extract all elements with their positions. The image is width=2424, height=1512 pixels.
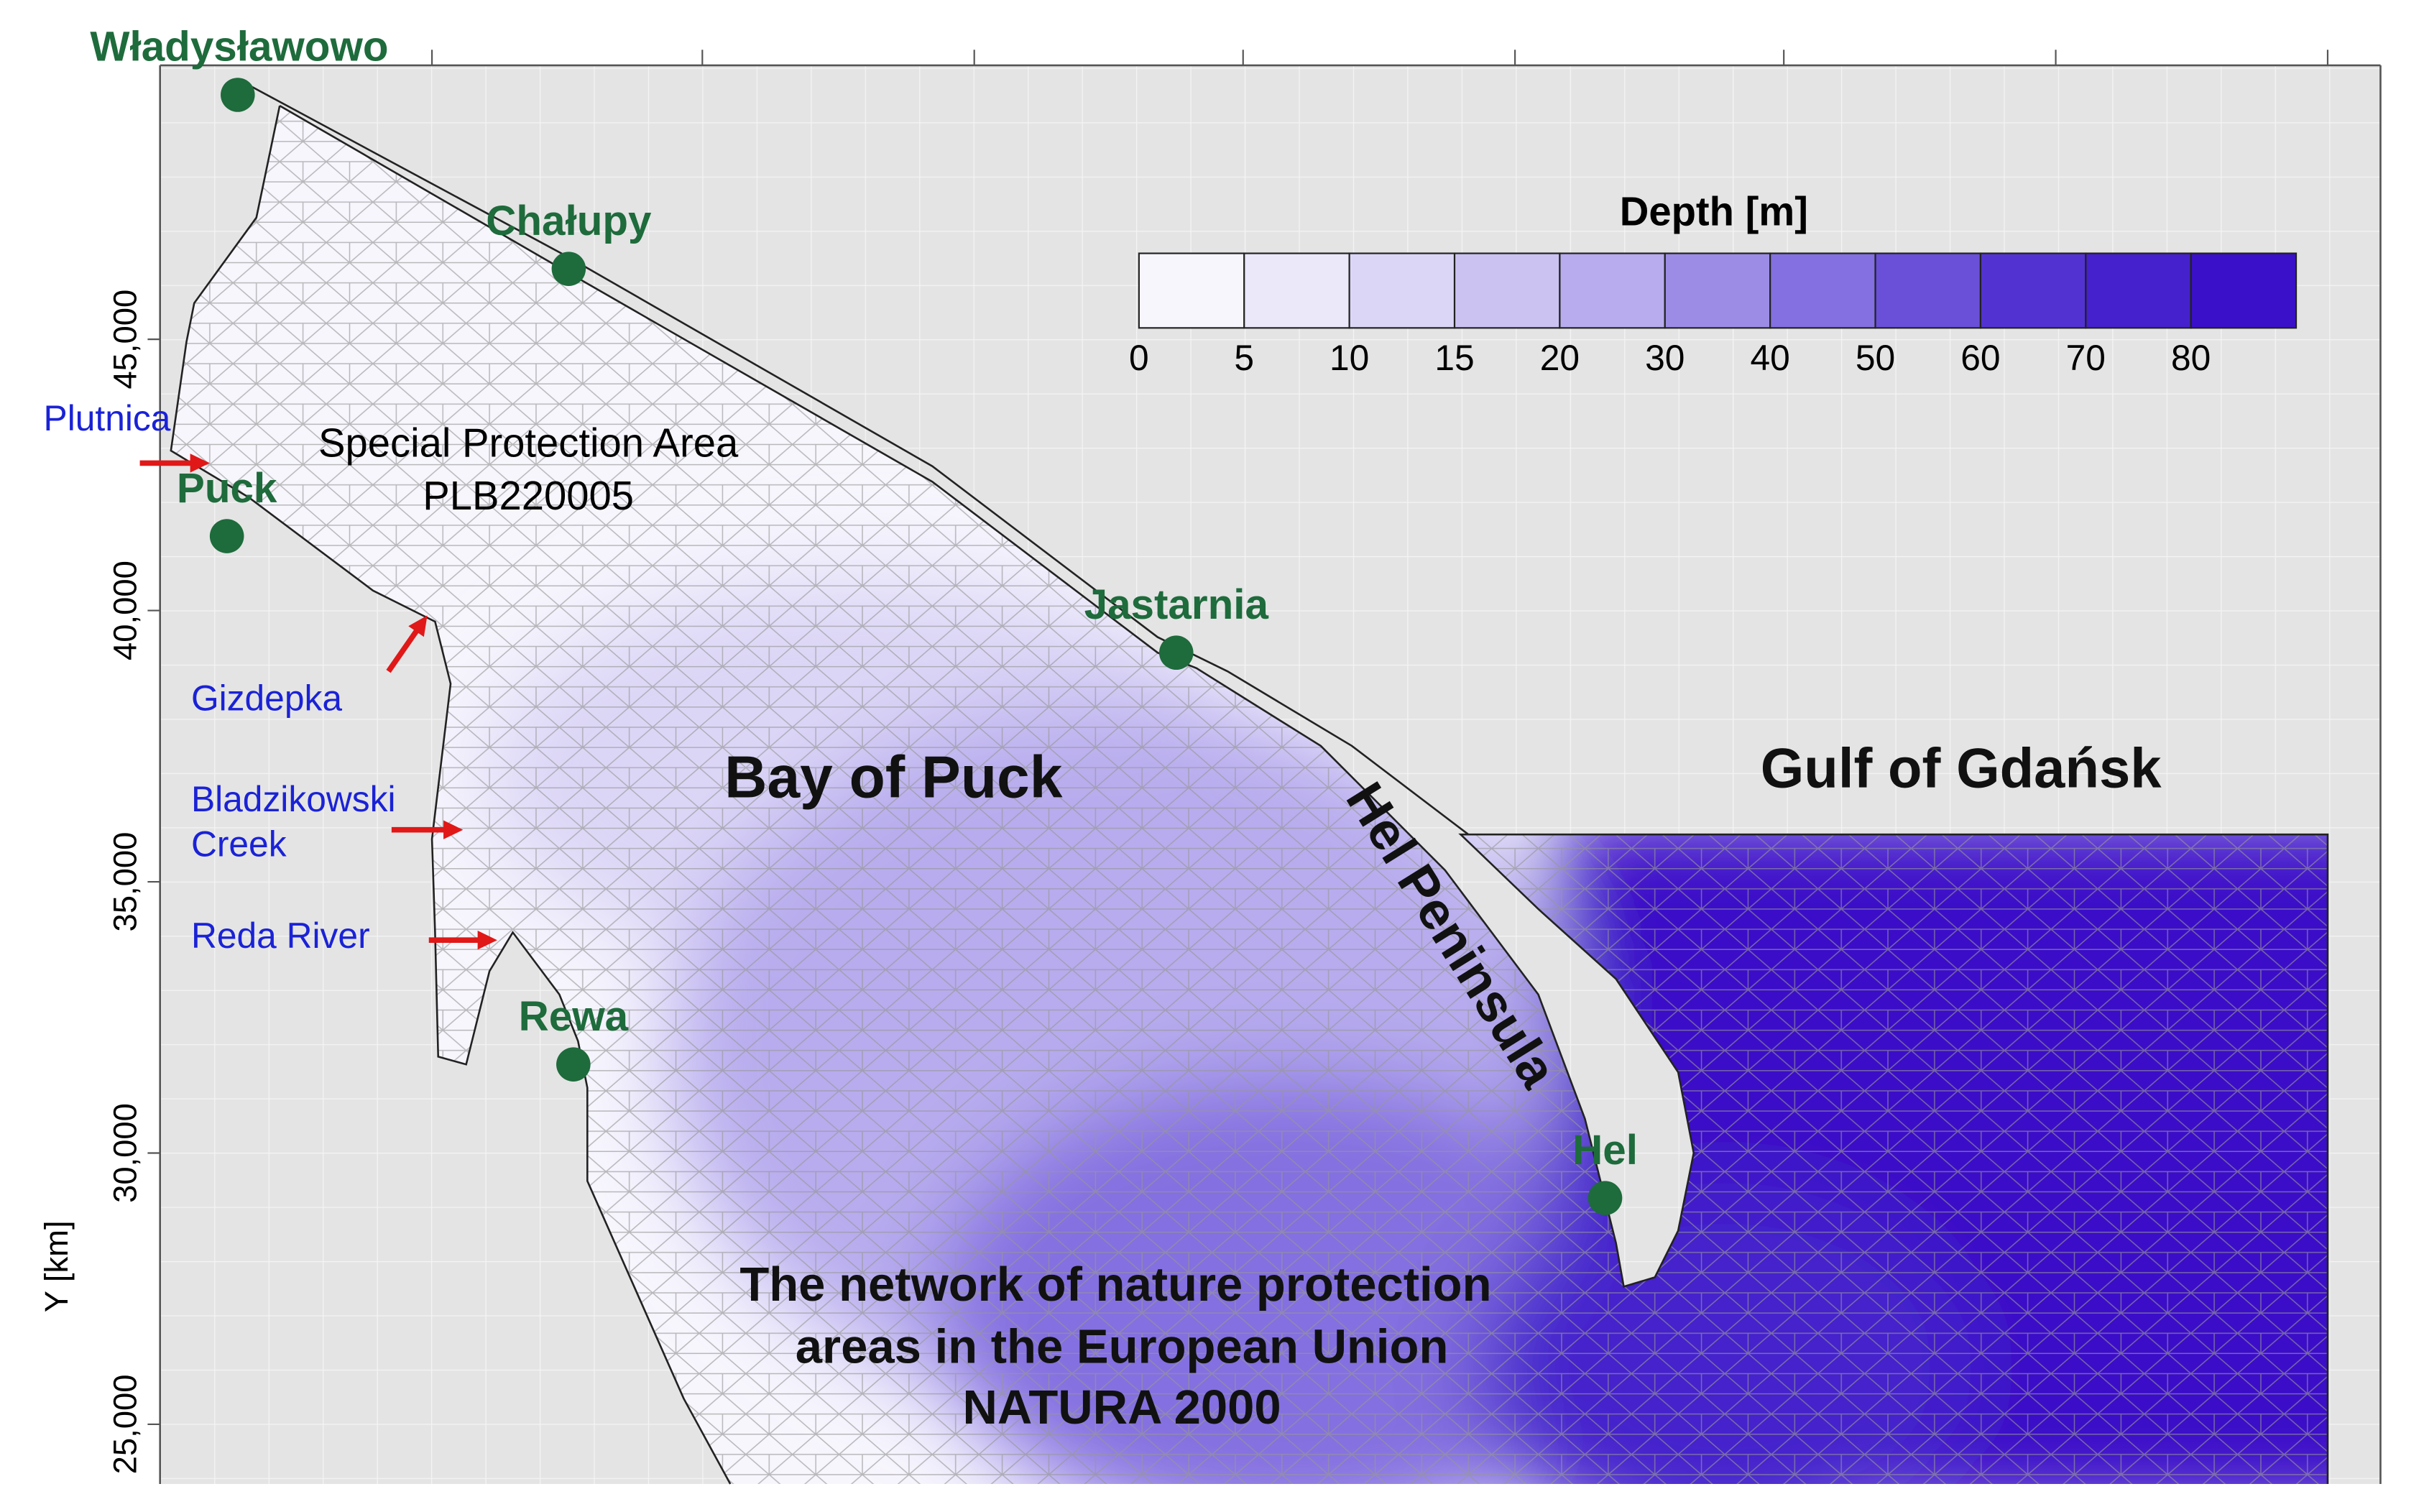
town-marker	[556, 1047, 591, 1082]
river-label: Bladzikowski	[191, 779, 396, 819]
bay-label: Bay of Puck	[724, 745, 1063, 810]
legend-swatch	[1138, 252, 1245, 329]
rivers: Plutnica Gizdepka Bladzikowski Creek Reda Ri…	[44, 398, 497, 956]
legend-label: 60	[1960, 338, 2000, 378]
legend-swatch	[1769, 252, 1876, 329]
legend-swatch	[2085, 252, 2192, 329]
legend-label: 5	[1234, 338, 1254, 378]
legend-title: Depth [m]	[1620, 188, 1808, 234]
town-marker	[1587, 1181, 1623, 1215]
town-marker	[1158, 635, 1194, 670]
legend-label: 40	[1750, 338, 1789, 378]
town-marker	[221, 78, 255, 112]
legend-label: 70	[2066, 338, 2106, 378]
river-label: Gizdepka	[191, 678, 342, 718]
legend-swatch	[1979, 252, 2087, 329]
y-axis-label: Y [km]	[38, 1220, 75, 1312]
town-label: Jastarnia	[1084, 581, 1269, 628]
river-arrowhead	[408, 615, 428, 637]
legend-swatch	[1243, 252, 1350, 329]
river-label: Reda River	[191, 916, 370, 956]
y-tick-label: 45,000	[106, 290, 143, 389]
river-arrowhead	[443, 820, 464, 839]
town-label: Chałupy	[486, 198, 652, 244]
legend-swatch	[1348, 252, 1456, 329]
towns: Władysławowo Chałupy Puck Jastarnia Rewa Hel	[90, 24, 1638, 1215]
town-label: Rewa	[519, 993, 629, 1040]
town-label: Władysławowo	[90, 24, 388, 70]
y-tick-label: 25,000	[106, 1375, 143, 1475]
town-label: Hel	[1572, 1127, 1638, 1174]
legend-label: 10	[1329, 338, 1369, 378]
y-tick-label: 30,000	[106, 1103, 143, 1203]
legend-label: 30	[1645, 338, 1685, 378]
legend-swatch	[2190, 252, 2298, 329]
legend-label: 80	[2171, 338, 2211, 378]
legend-label: 50	[1856, 338, 1895, 378]
town-marker	[209, 519, 244, 553]
legend-label: 15	[1434, 338, 1474, 378]
legend-label: 0	[1129, 338, 1149, 378]
legend-swatch	[1559, 252, 1666, 329]
y-tick-label: 35,000	[106, 832, 143, 932]
town-label: Puck	[177, 465, 277, 512]
natura-label: The network of nature protection	[739, 1258, 1491, 1312]
plot-frame	[159, 64, 2382, 1484]
top-ticks	[431, 50, 2329, 65]
natura-label: areas in the European Union	[796, 1320, 1449, 1374]
area-label: Special Protection Area	[318, 420, 739, 465]
river-label: Creek	[191, 824, 287, 865]
y-tick-label: 40,000	[106, 561, 143, 660]
river-arrowhead	[190, 453, 210, 473]
legend-swatch	[1453, 252, 1561, 329]
legend: 0 5 10 15 20 30 40 50 60 70 80	[1129, 252, 2298, 378]
river-arrow	[386, 624, 423, 673]
town-marker	[551, 252, 586, 286]
y-axis: 25,000 30,000 35,000 40,000 45,000	[106, 290, 160, 1475]
natura-label: NATURA 2000	[963, 1380, 1281, 1434]
legend-swatch	[1664, 252, 1771, 329]
river-label: Plutnica	[44, 398, 171, 438]
river-arrowhead	[477, 931, 497, 950]
gulf-label: Gulf of Gdańsk	[1761, 737, 2162, 799]
area-label: PLB220005	[423, 473, 634, 518]
legend-label: 20	[1540, 338, 1580, 378]
legend-swatch	[1874, 252, 1981, 329]
